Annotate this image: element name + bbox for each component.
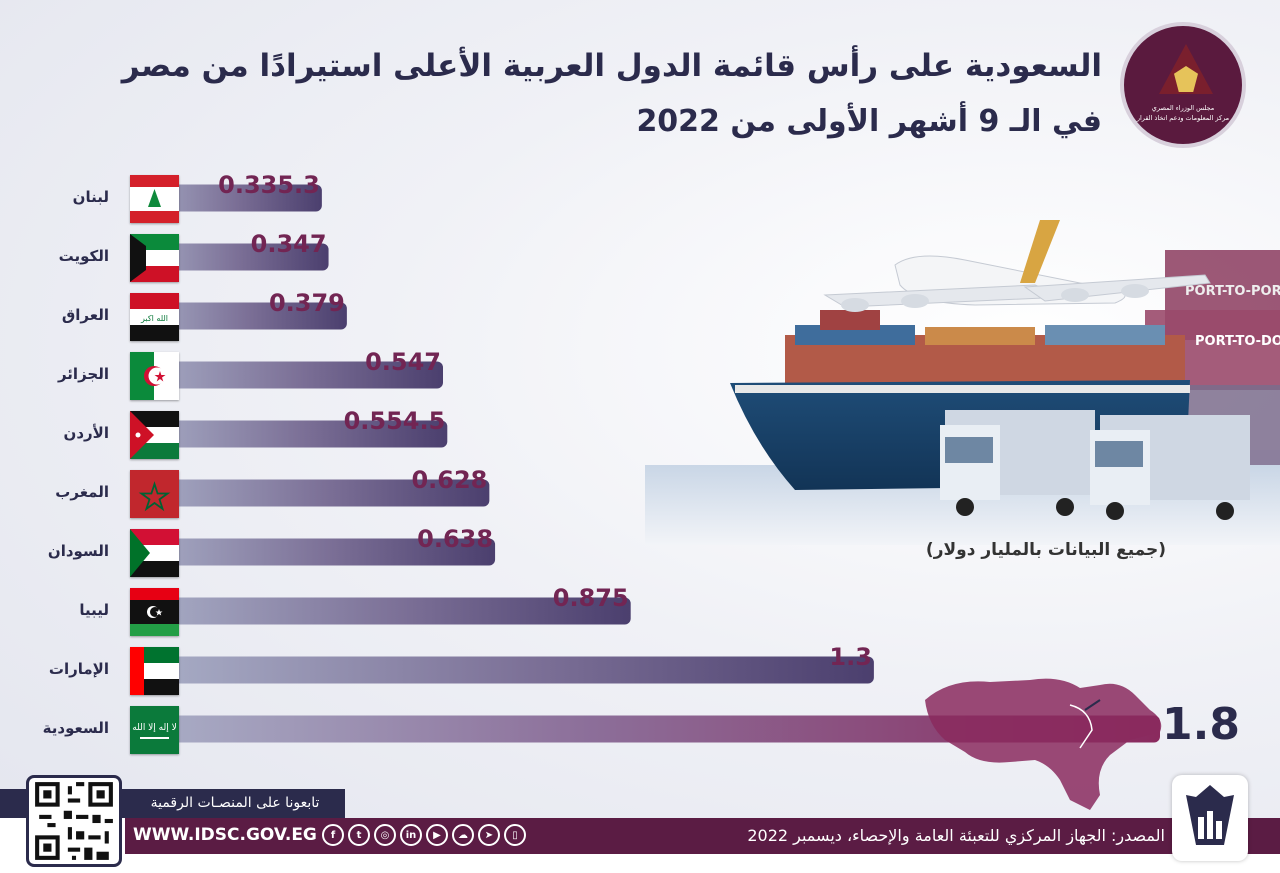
instagram-icon[interactable]: ◎ [374, 824, 396, 846]
value-label: 0.335.3 [218, 171, 320, 199]
svg-text:لا إله إلا الله: لا إله إلا الله [132, 723, 176, 733]
logo-line-1: مجلس الوزراء المصري [1151, 104, 1215, 112]
youtube-icon[interactable]: ▶ [426, 824, 448, 846]
saudi-flag: لا إله إلا الله [130, 706, 179, 754]
value-label: 1.8 [1162, 699, 1240, 750]
qr-code-icon [35, 782, 113, 860]
category-label: العراق [61, 306, 109, 324]
value-label: 0.347 [250, 230, 327, 258]
soundcloud-icon[interactable]: ☁ [452, 824, 474, 846]
bar-morocco [130, 479, 490, 507]
category-label: الأردن [63, 424, 109, 442]
category-label: السودان [47, 542, 109, 560]
bar-algeria [130, 361, 444, 389]
qr-code[interactable] [26, 775, 122, 867]
value-label: 0.547 [365, 348, 442, 376]
category-label: الجزائر [57, 365, 109, 383]
twitter-icon[interactable]: t [348, 824, 370, 846]
follow-text: تابعونا على المنصـات الرقمية [150, 795, 320, 811]
arab-world-map [925, 678, 1162, 810]
eagle-emblem-icon [1186, 785, 1234, 845]
linkedin-icon[interactable]: in [400, 824, 422, 846]
svg-text:الله اكبر: الله اكبر [140, 314, 168, 323]
value-label: 0.638 [417, 525, 494, 553]
iraq-flag: الله اكبر [130, 293, 179, 341]
value-label: 0.379 [268, 289, 345, 317]
telegram-icon[interactable]: ➤ [478, 824, 500, 846]
bar-uae [130, 656, 874, 684]
bar-libya [130, 597, 631, 625]
category-label: لبنان [72, 188, 109, 206]
value-label: 0.628 [411, 466, 488, 494]
bar-iraq [130, 302, 347, 330]
libya-flag [130, 588, 179, 636]
airplane [823, 220, 1211, 312]
idsc-logo: مجلس الوزراء المصري مركز المعلومات ودعم … [1120, 22, 1246, 148]
source-text: المصدر: الجهاز المركزي للتعبئة العامة وا… [747, 826, 1165, 845]
website-link[interactable]: WWW.IDSC.GOV.EG [133, 825, 317, 845]
page-subtitle: في الـ 9 أشهر الأولى من 2022 [636, 104, 1102, 139]
category-label: السعودية [42, 719, 109, 737]
category-label: الكويت [58, 247, 109, 265]
category-label: الإمارات [48, 660, 109, 678]
lebanon-flag [130, 175, 179, 223]
capmas-logo [1172, 775, 1248, 861]
page-title: السعودية على رأس قائمة الدول العربية الأ… [121, 48, 1102, 84]
algeria-flag [130, 352, 179, 400]
trucks [940, 410, 1250, 520]
trade-illustration: PORT-TO-PORT PORT-TO-DOOR PORT-TO-DOOR [645, 220, 1280, 545]
facebook-icon[interactable]: f [322, 824, 344, 846]
mobile-icon[interactable]: ▯ [504, 824, 526, 846]
morocco-flag [130, 470, 179, 518]
sudan-flag [130, 529, 179, 577]
units-note: (جميع البيانات بالمليار دولار) [925, 540, 1167, 560]
social-icons: f t ◎ in ▶ ☁ ➤ ▯ [322, 824, 526, 846]
value-label: 1.3 [829, 643, 872, 671]
container-label-1: PORT-TO-PORT [1185, 284, 1280, 299]
bar-sudan [130, 538, 496, 566]
container-label-2: PORT-TO-DOOR [1195, 334, 1280, 349]
footer-bar [125, 818, 1280, 854]
value-label: 0.875 [552, 584, 629, 612]
bar-saudi [130, 715, 1160, 743]
category-label: المغرب [55, 483, 109, 501]
containers-stack: PORT-TO-PORT PORT-TO-DOOR PORT-TO-DOOR [1145, 250, 1280, 515]
bar-kuwait [130, 243, 329, 271]
logo-line-2: مركز المعلومات ودعم اتخاذ القرار [1136, 114, 1230, 122]
jordan-flag [130, 411, 179, 459]
kuwait-flag [130, 234, 179, 282]
bar-jordan [130, 420, 448, 448]
category-label: ليبيا [79, 601, 109, 619]
uae-flag [130, 647, 179, 695]
value-label: 0.554.5 [343, 407, 446, 435]
